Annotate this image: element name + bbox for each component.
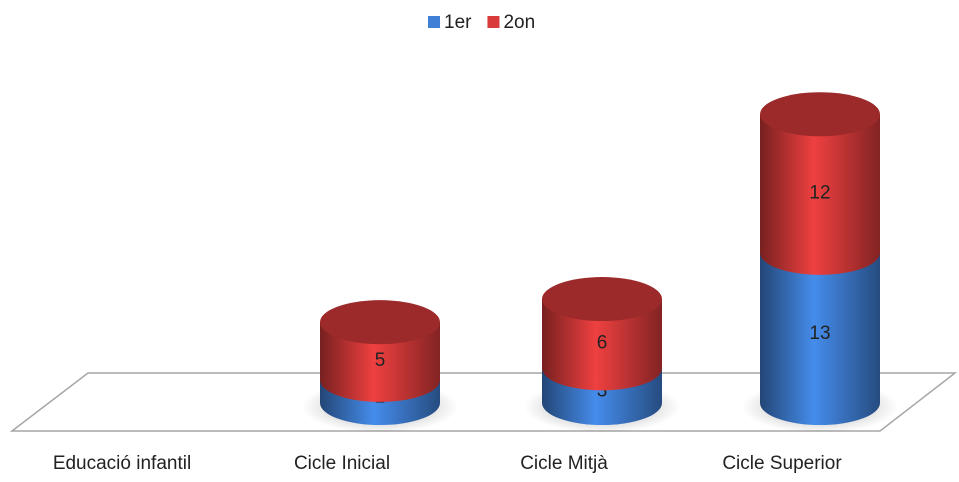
x-tick-label: Cicle Superior bbox=[722, 453, 842, 474]
legend-label: 2on bbox=[503, 12, 535, 33]
data-label: 12 bbox=[809, 183, 830, 204]
x-tick-label: Educació infantil bbox=[53, 453, 191, 474]
legend-swatch bbox=[428, 16, 440, 28]
bar-top bbox=[542, 277, 662, 322]
data-label: 13 bbox=[809, 323, 830, 344]
data-label: 5 bbox=[375, 350, 386, 371]
bar-segment bbox=[542, 299, 662, 391]
data-label: 3 bbox=[597, 381, 608, 402]
data-label: 6 bbox=[597, 333, 608, 354]
bar-segment bbox=[320, 322, 440, 402]
bar-segment bbox=[760, 252, 880, 425]
bar-top bbox=[320, 300, 440, 345]
legend-swatch bbox=[487, 16, 500, 28]
bar-segment bbox=[760, 114, 880, 275]
x-tick-label: Cicle Mitjà bbox=[520, 453, 608, 474]
legend: 1er 2on bbox=[428, 12, 535, 33]
bar-top bbox=[760, 92, 880, 137]
x-tick-label: Cicle Inicial bbox=[294, 453, 390, 474]
legend-label: 1er bbox=[444, 12, 472, 33]
